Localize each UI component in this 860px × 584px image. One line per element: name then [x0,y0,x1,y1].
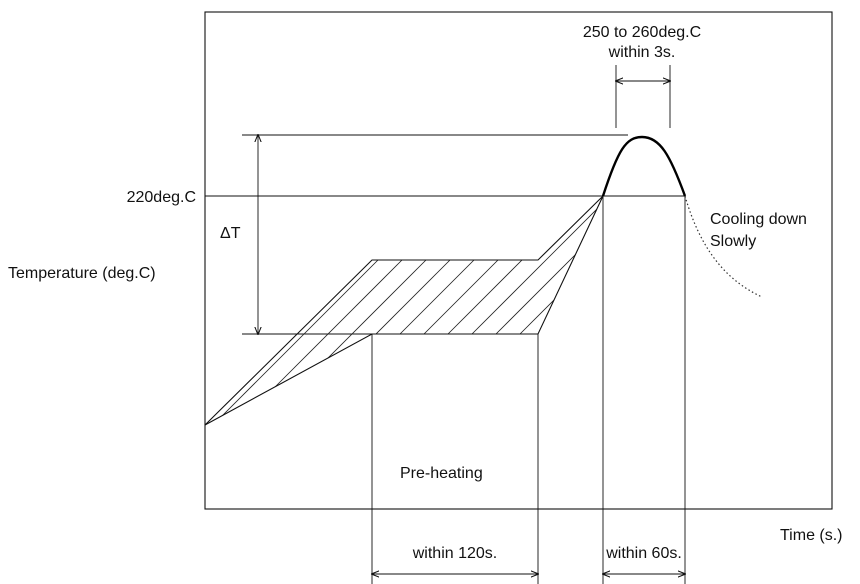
cooling-label-line2: Slowly [710,233,756,250]
hatch-line [245,196,497,425]
hatch-line [389,196,603,425]
threshold-label: 220deg.C [127,189,196,206]
hatch-line [221,196,473,425]
hatch-line [341,196,593,425]
band-upper-edge [204,195,604,426]
x-axis-label: Time (s.) [780,527,843,544]
hatch-line [205,196,401,425]
preheat-label: Pre-heating [400,465,483,482]
hatch-line [293,196,545,425]
preheat-time-label: within 120s. [412,545,498,562]
delta-t-label: ΔT [220,225,241,242]
hatch-line [205,196,425,425]
band-lower-edge [204,195,604,426]
hatch-line [317,196,569,425]
hatch-line [269,196,521,425]
peak-time-label: within 3s. [608,44,676,61]
y-axis-label: Temperature (deg.C) [8,265,156,282]
hatch-line [485,196,603,425]
hatch-line [365,196,603,425]
hatch-line [413,196,603,425]
hatch-line [437,196,603,425]
plot-frame [204,11,833,510]
peak-curve [601,135,687,197]
cooling-curve [684,195,763,298]
hatch-line [461,196,603,425]
cooling-label-line1: Cooling down [710,211,807,228]
peak-range-label: 250 to 260deg.C [583,24,701,41]
above-220-time-label: within 60s. [605,545,682,562]
